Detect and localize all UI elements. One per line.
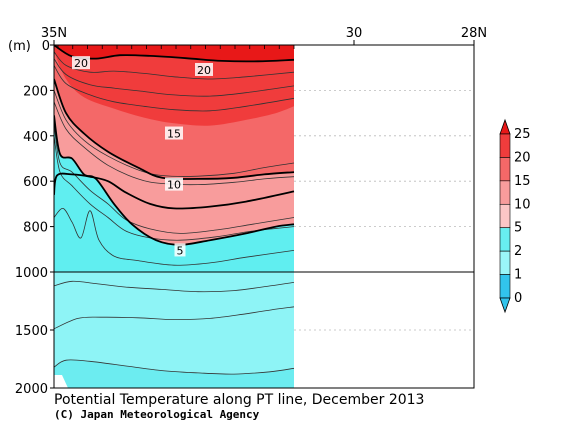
below-5c-fill — [54, 115, 294, 272]
contour-label-bg-3 — [165, 177, 183, 191]
y-tick-label-4: 800 — [23, 221, 48, 236]
lower-contours — [54, 280, 295, 375]
colorbar-label-4: 5 — [514, 221, 522, 236]
isotherm-thin-1 — [54, 58, 295, 97]
contour-label-4: 5 — [177, 244, 184, 257]
y-axis-label: (m) — [8, 39, 31, 54]
isotherm-bold-2 — [54, 115, 295, 246]
colorbar-segment-1 — [499, 157, 511, 182]
lower-panel-fill — [54, 272, 294, 388]
y-tick-label-0: 0 — [42, 39, 50, 54]
y-tick-label-2: 400 — [23, 130, 48, 145]
upper-panel-fill — [54, 45, 294, 272]
contour-lines — [54, 45, 295, 375]
isotherm-thin-5 — [54, 124, 295, 234]
plot-frame — [53, 44, 475, 389]
colorbar-segment-2 — [499, 180, 511, 205]
contour-label-bg-1 — [195, 62, 213, 76]
colorbar-label-0: 25 — [514, 127, 531, 142]
x-tick-label-0: 35N — [41, 26, 67, 41]
colorbar-label-3: 10 — [514, 197, 531, 212]
isotherm-thin-4 — [54, 101, 295, 186]
y-tick-label-5: 1000 — [15, 266, 48, 281]
colorbar-segment-6 — [499, 274, 511, 299]
colorbar-label-6: 1 — [514, 268, 522, 283]
isotherm-bold-1 — [54, 78, 295, 180]
colorbar-label-1: 20 — [514, 150, 531, 165]
isotherm-deep-1 — [54, 306, 295, 330]
no-data-wedge — [54, 375, 68, 388]
isotherm-thin-6 — [54, 135, 295, 241]
colorbar-label-2: 15 — [514, 174, 531, 189]
upper-contours — [54, 45, 295, 266]
isotherm-thin-2 — [54, 65, 295, 112]
y-tick-label-6: 1500 — [15, 324, 48, 339]
plot-border — [53, 44, 475, 389]
bottom-water-fill — [54, 359, 294, 388]
depth-axis: 0 200 400 600 800 1000 1500 2000 — [15, 39, 54, 397]
contour-label-bg-2 — [165, 126, 183, 140]
colorbar-label-7: 0 — [514, 291, 522, 306]
chart-title: Potential Temperature along PT line, Dec… — [54, 392, 424, 408]
contour-label-3: 10 — [167, 179, 181, 192]
colorbar-segment-4 — [499, 227, 511, 252]
contour-labels: 20 20 15 10 5 — [72, 56, 213, 257]
isotherm-thin-7 — [54, 208, 295, 266]
y-tick-label-1: 200 — [23, 84, 48, 99]
contour-label-bg-0 — [72, 56, 90, 70]
colorbar-segment-0 — [499, 133, 511, 158]
isotherm-bold-3 — [54, 172, 295, 210]
x-tick-label-1: 30 — [346, 26, 363, 41]
contour-label-2: 15 — [167, 128, 181, 141]
isotherm-deep-0 — [54, 280, 295, 293]
colorbar-label-5: 2 — [514, 244, 522, 259]
isotherm-deep-2 — [54, 359, 295, 375]
colorbar-segment-5 — [499, 250, 511, 275]
latitude-axis: 35N 30 28N — [41, 26, 487, 49]
x-tick-label-2: 28N — [461, 26, 487, 41]
y-tick-label-7: 2000 — [15, 382, 48, 397]
y-tick-label-3: 600 — [23, 175, 48, 190]
colorbar-top-arrow — [499, 118, 511, 135]
chart-credit: (C) Japan Meteorological Agency — [54, 408, 260, 421]
contour-label-1: 20 — [197, 64, 211, 77]
contour-label-0: 20 — [74, 57, 88, 70]
depth-gridlines — [294, 90, 474, 331]
colorbar-segment-3 — [499, 203, 511, 229]
contour-label-bg-4 — [174, 243, 186, 257]
colorbar-bottom-arrow — [499, 297, 511, 314]
